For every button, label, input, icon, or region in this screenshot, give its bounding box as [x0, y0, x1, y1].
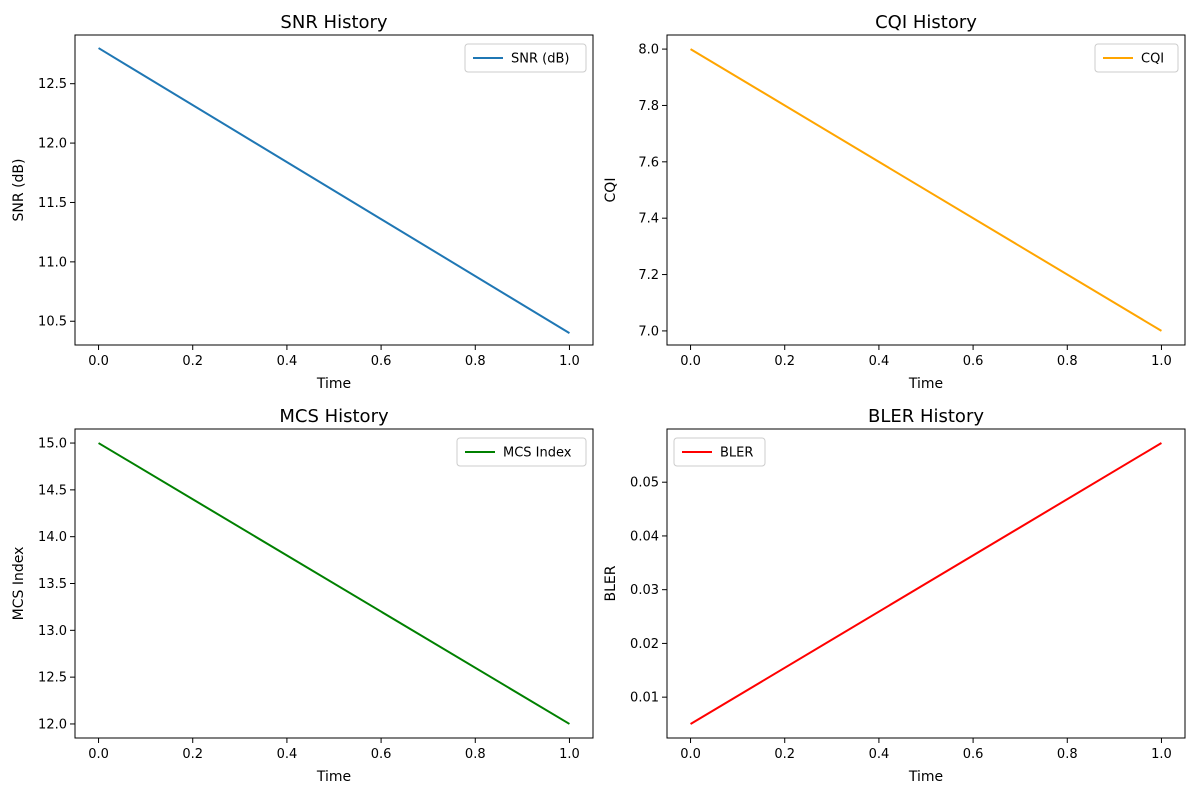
bler-xtick-label: 0.0 [680, 747, 701, 762]
bler-panel: BLER History 0.0 0.2 0.4 0.6 0.8 1.0 0.01 0.02 0.… [603, 406, 1186, 785]
cqi-title: CQI History [875, 12, 977, 33]
cqi-series-line [690, 48, 1162, 332]
snr-xtick-label: 0.4 [277, 354, 298, 369]
cqi-xlabel: Time [908, 376, 943, 392]
snr-ytick-label: 11.5 [38, 196, 67, 211]
cqi-ytick-label: 7.0 [638, 324, 659, 339]
cqi-ylabel: CQI [603, 178, 619, 203]
bler-xtick-label: 0.6 [963, 747, 984, 762]
bler-xtick-label: 0.2 [774, 747, 795, 762]
snr-legend: SNR (dB) [464, 43, 587, 73]
bler-ytick-label: 0.04 [630, 529, 659, 544]
snr-legend-label: SNR (dB) [511, 52, 569, 67]
mcs-ytick-label: 15.0 [38, 437, 67, 452]
bler-title: BLER History [868, 406, 984, 427]
cqi-xtick-label: 0.8 [1057, 354, 1078, 369]
bler-series-line [690, 442, 1162, 725]
mcs-ylabel: MCS Index [11, 547, 27, 621]
snr-ylabel: SNR (dB) [11, 159, 27, 222]
mcs-legend-box [456, 437, 587, 467]
mcs-ytick-label: 13.0 [38, 624, 67, 639]
snr-xlabel: Time [316, 376, 351, 392]
snr-legend-box [464, 43, 587, 73]
cqi-ytick-label: 8.0 [638, 43, 659, 58]
bler-xlabel: Time [908, 769, 943, 785]
mcs-title: MCS History [279, 406, 389, 427]
mcs-panel: MCS History 0.0 0.2 0.4 0.6 0.8 1.0 12.0 12.5 13.… [11, 406, 594, 785]
bler-legend: BLER [673, 437, 766, 467]
bler-ytick-label: 0.01 [630, 691, 659, 706]
mcs-legend-label: MCS Index [503, 446, 572, 461]
cqi-panel: CQI History 0.0 0.2 0.4 0.6 0.8 1.0 7.0 7.2 7.4 7.… [603, 12, 1186, 392]
snr-ytick-label: 10.5 [38, 315, 67, 330]
mcs-ytick-label: 14.5 [38, 483, 67, 498]
cqi-xtick-label: 0.4 [869, 354, 890, 369]
mcs-xtick-label: 0.0 [88, 747, 109, 762]
snr-panel: SNR History 0.0 0.2 0.4 0.6 0.8 1.0 10.5 11.0 11.… [11, 12, 594, 392]
mcs-xtick-label: 0.6 [371, 747, 392, 762]
bler-ytick-label: 0.03 [630, 583, 659, 598]
snr-ytick-label: 12.5 [38, 77, 67, 92]
bler-xtick-label: 0.4 [869, 747, 890, 762]
cqi-legend: CQI [1094, 43, 1179, 73]
mcs-legend: MCS Index [456, 437, 587, 467]
snr-series-line [98, 47, 570, 334]
cqi-ytick-label: 7.8 [638, 99, 659, 114]
cqi-legend-box [1094, 43, 1179, 73]
mcs-ytick-label: 12.0 [38, 717, 67, 732]
cqi-xtick-label: 0.0 [680, 354, 701, 369]
snr-xtick-label: 1.0 [559, 354, 580, 369]
bler-xtick-label: 1.0 [1151, 747, 1172, 762]
snr-xtick-label: 0.0 [88, 354, 109, 369]
cqi-ytick-label: 7.2 [638, 268, 659, 283]
mcs-series-line [98, 442, 570, 725]
mcs-ytick-label: 13.5 [38, 577, 67, 592]
bler-ytick-label: 0.05 [630, 476, 659, 491]
snr-plot-frame [74, 34, 594, 346]
mcs-xtick-label: 0.2 [182, 747, 203, 762]
cqi-plot-frame [666, 34, 1186, 346]
snr-xtick-label: 0.2 [182, 354, 203, 369]
bler-plot-frame [666, 428, 1186, 739]
bler-legend-box [673, 437, 766, 467]
bler-xtick-label: 0.8 [1057, 747, 1078, 762]
cqi-ytick-label: 7.6 [638, 155, 659, 170]
bler-ylabel: BLER [603, 565, 619, 601]
bler-ytick-label: 0.02 [630, 637, 659, 652]
mcs-ytick-label: 14.0 [38, 530, 67, 545]
snr-ytick-label: 11.0 [38, 255, 67, 270]
cqi-xtick-label: 0.6 [963, 354, 984, 369]
cqi-xtick-label: 1.0 [1151, 354, 1172, 369]
cqi-xtick-label: 0.2 [774, 354, 795, 369]
cqi-ytick-label: 7.4 [638, 212, 659, 227]
snr-xtick-label: 0.6 [371, 354, 392, 369]
mcs-xtick-label: 0.4 [277, 747, 298, 762]
snr-xtick-label: 0.8 [465, 354, 486, 369]
snr-ytick-label: 12.0 [38, 137, 67, 152]
bler-legend-label: BLER [720, 446, 753, 461]
snr-title: SNR History [280, 12, 388, 33]
mcs-xtick-label: 1.0 [559, 747, 580, 762]
mcs-plot-frame [74, 428, 594, 739]
mcs-ytick-label: 12.5 [38, 671, 67, 686]
mcs-xtick-label: 0.8 [465, 747, 486, 762]
mcs-xlabel: Time [316, 769, 351, 785]
cqi-legend-label: CQI [1141, 52, 1164, 67]
